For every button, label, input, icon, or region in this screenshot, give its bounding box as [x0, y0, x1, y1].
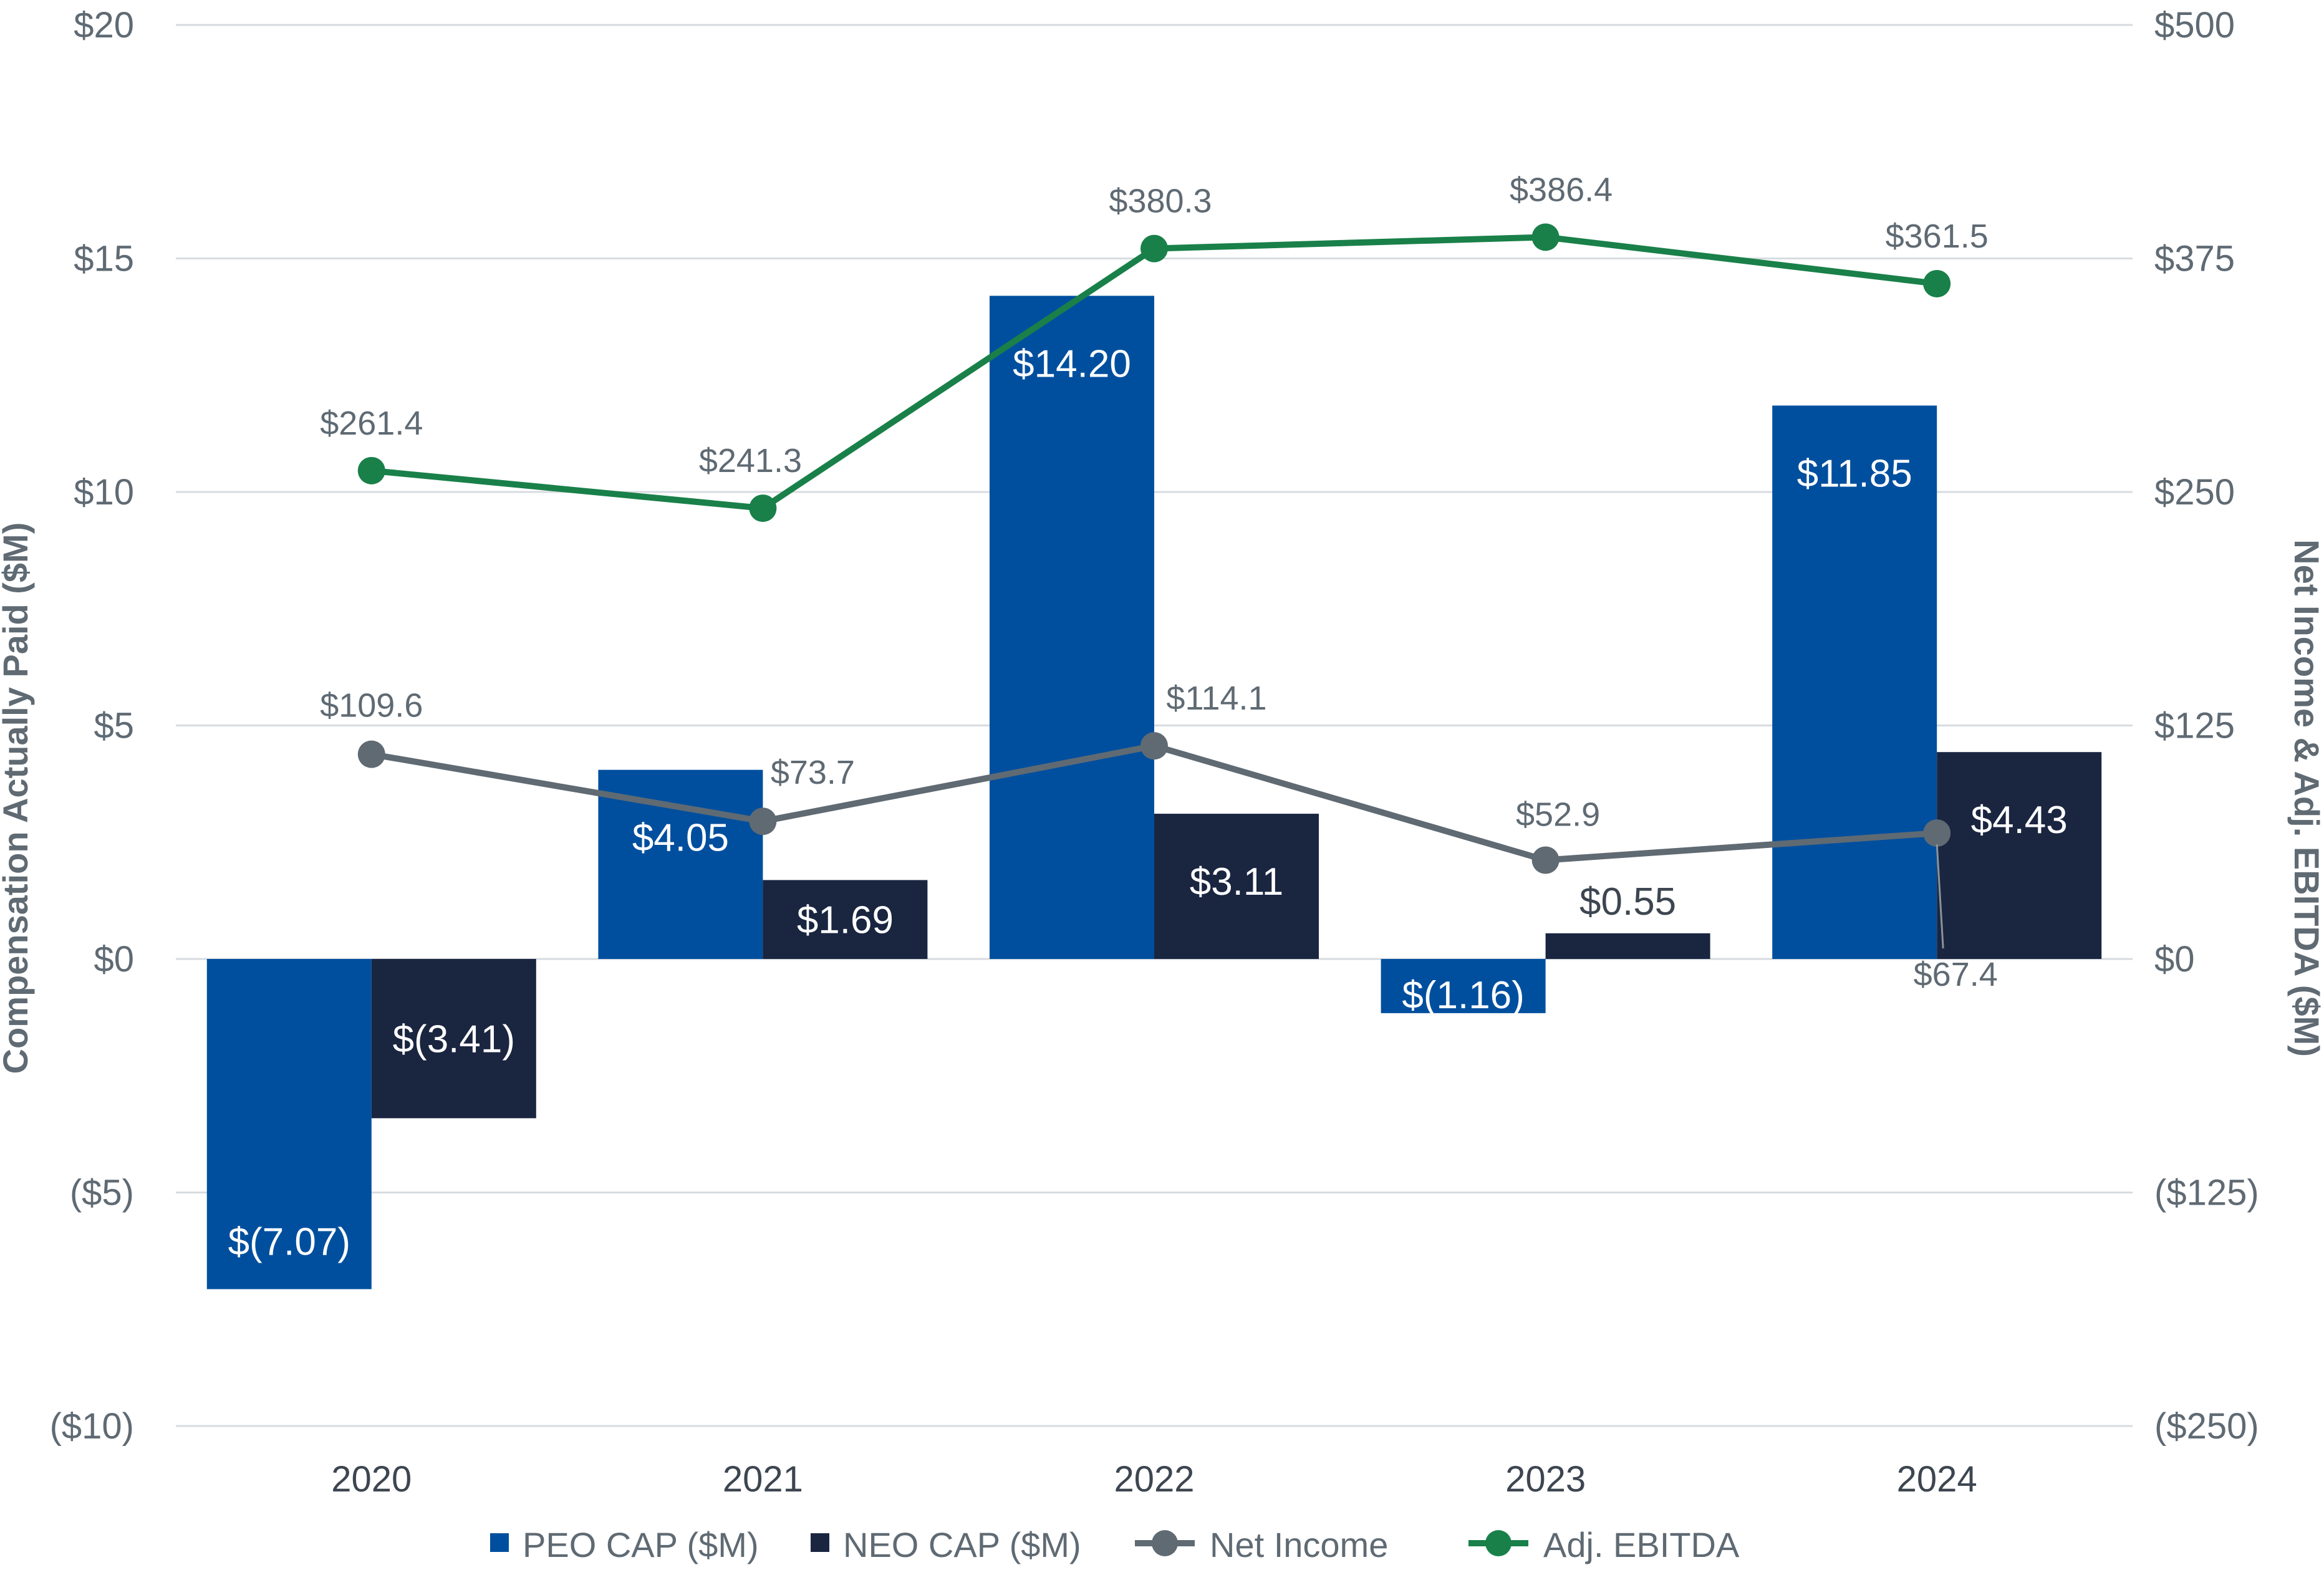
left-tick-label: $0: [94, 939, 134, 980]
right-tick-label: $250: [2154, 472, 2235, 513]
net-income-marker: [357, 740, 385, 768]
net-income-marker: [749, 807, 777, 836]
adj-ebitda-value-label: $380.3: [1109, 183, 1212, 220]
left-axis-ticks: $20 $15 $10 $5 $0 ($5) ($10): [50, 5, 134, 1447]
category-labels: 2020 2021 2022 2023 2024: [331, 1459, 1977, 1500]
right-axis-ticks: $500 $375 $250 $125 $0 ($125) ($250): [2154, 5, 2259, 1447]
category-label: 2020: [331, 1459, 412, 1500]
peo-cap-bar: [1772, 405, 1937, 959]
neo-cap-legend-label: NEO CAP ($M): [843, 1525, 1081, 1564]
right-axis-title: Net Income & Adj. EBITDA ($M): [2287, 539, 2324, 1057]
neo-cap-value-label: $3.11: [1190, 860, 1284, 903]
lines: $109.6 $73.7 $114.1 $52.9 $67.4 $261.4 $241.3 $…: [320, 171, 1998, 993]
neo-cap-bar: [1937, 752, 2102, 959]
right-tick-label: ($250): [2154, 1406, 2259, 1447]
neo-cap-bar: [1545, 933, 1710, 959]
category-label: 2024: [1897, 1459, 1977, 1500]
neo-cap-bar: [1154, 814, 1319, 959]
adj-ebitda-marker: [357, 456, 385, 484]
category-label: 2021: [723, 1459, 803, 1500]
peo-cap-legend-label: PEO CAP ($M): [523, 1525, 759, 1564]
left-tick-label: $20: [74, 5, 134, 46]
peo-cap-value-label: $14.20: [1013, 342, 1131, 385]
neo-cap-value-label: $4.43: [1971, 799, 2068, 842]
peo-cap-bar: [206, 959, 372, 1289]
adj-ebitda-value-label: $261.4: [320, 405, 423, 442]
peo-cap-value-label: $(1.16): [1402, 974, 1524, 1017]
left-tick-label: ($5): [70, 1173, 134, 1213]
right-tick-label: $375: [2154, 239, 2235, 279]
net-income-value-label: $114.1: [1166, 680, 1266, 717]
adj-ebitda-marker: [1923, 269, 1951, 297]
net-income-marker: [1923, 819, 1951, 847]
net-income-value-label: $73.7: [771, 754, 855, 791]
neo-cap-value-label: $(3.41): [393, 1018, 515, 1061]
neo-cap-value-label: $1.69: [797, 898, 894, 942]
net-income-value-label: $109.6: [320, 687, 423, 725]
category-label: 2023: [1505, 1459, 1586, 1500]
right-tick-label: $125: [2154, 706, 2235, 746]
adj-ebitda-value-label: $361.5: [1886, 218, 1989, 255]
left-tick-label: $15: [74, 239, 134, 279]
adj-ebitda-value-label: $386.4: [1510, 171, 1613, 208]
peo-cap-value-label: $4.05: [632, 817, 729, 860]
left-tick-label: $10: [74, 472, 134, 513]
peo-cap-bar: [598, 769, 763, 959]
adj-ebitda-legend-marker: [1485, 1530, 1512, 1556]
net-income-marker: [1140, 732, 1168, 760]
net-income-leader-line: [1936, 844, 1944, 949]
peo-cap-value-label: $(7.07): [228, 1221, 350, 1264]
neo-cap-bar: [371, 959, 536, 1119]
peo-cap-bar: [990, 296, 1154, 959]
neo-cap-legend-swatch: [811, 1533, 829, 1552]
net-income-legend-label: Net Income: [1210, 1525, 1388, 1564]
category-label: 2022: [1114, 1459, 1194, 1500]
left-axis-title: Compensation Actually Paid ($M): [0, 523, 35, 1074]
net-income-value-label: $67.4: [1914, 956, 1998, 993]
right-tick-label: $0: [2154, 939, 2195, 980]
net-income-legend-marker: [1152, 1530, 1178, 1556]
peo-cap-value-label: $11.85: [1797, 452, 1912, 495]
adj-ebitda-value-label: $241.3: [699, 442, 802, 479]
right-tick-label: $500: [2154, 5, 2235, 46]
bars: $(7.07) $(3.41) $4.05 $1.69 $14.20 $3.11 $(1.1…: [206, 296, 2102, 1289]
legend: PEO CAP ($M) NEO CAP ($M) Net Income Adj. E…: [490, 1525, 1740, 1564]
right-tick-label: ($125): [2154, 1173, 2259, 1213]
adj-ebitda-marker: [1140, 234, 1168, 263]
adj-ebitda-legend-label: Adj. EBITDA: [1543, 1525, 1740, 1564]
neo-cap-bar: [763, 880, 928, 959]
peo-cap-legend-swatch: [490, 1533, 509, 1552]
net-income-value-label: $52.9: [1516, 796, 1600, 834]
adj-ebitda-marker: [749, 494, 777, 523]
left-tick-label: $5: [94, 706, 134, 746]
net-income-marker: [1531, 846, 1560, 874]
adj-ebitda-marker: [1531, 223, 1560, 251]
neo-cap-value-label: $0.55: [1579, 880, 1676, 923]
peo-cap-bar: [1381, 959, 1546, 1013]
left-tick-label: ($10): [50, 1406, 134, 1447]
